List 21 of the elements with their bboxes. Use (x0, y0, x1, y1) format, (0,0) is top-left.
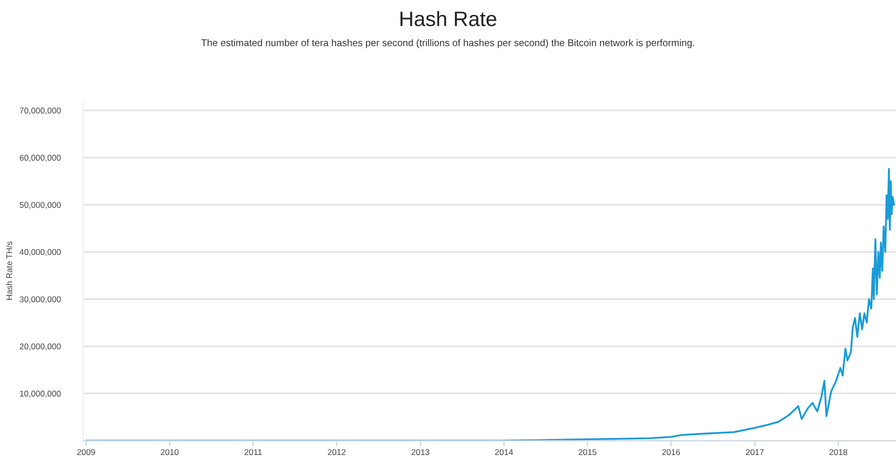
y-tick-label: 30,000,000 (20, 296, 61, 304)
line-series (86, 168, 895, 441)
y-tick-label: 10,000,000 (20, 390, 61, 398)
y-tick-label: 40,000,000 (20, 249, 61, 256)
x-tick-label: 2017 (746, 449, 764, 456)
y-tick-label: 20,000,000 (20, 343, 61, 350)
x-tick-label: 2016 (662, 449, 680, 456)
chart-title: Hash Rate (400, 10, 496, 26)
y-axis-title: Hash Rate TH/s (6, 242, 12, 300)
y-tick-label: 70,000,000 (20, 108, 61, 114)
x-tick-label: 2013 (412, 449, 430, 456)
x-tick-label: 2011 (244, 449, 262, 456)
x-tick-label: 2010 (160, 449, 179, 456)
y-tick-label: 60,000,000 (20, 154, 61, 162)
x-tick-label: 2018 (829, 449, 848, 456)
x-tick-label: 2014 (495, 449, 513, 456)
x-tick-label: 2015 (578, 449, 596, 456)
y-tick-label: 50,000,000 (20, 202, 61, 209)
x-tick-label: 2009 (77, 449, 95, 456)
chart-subtitle: The estimated number of tera hashes per second (trillions of hashes per second) the Bitcoin network is performing. (201, 39, 694, 48)
x-tick-label: 2012 (328, 449, 346, 456)
